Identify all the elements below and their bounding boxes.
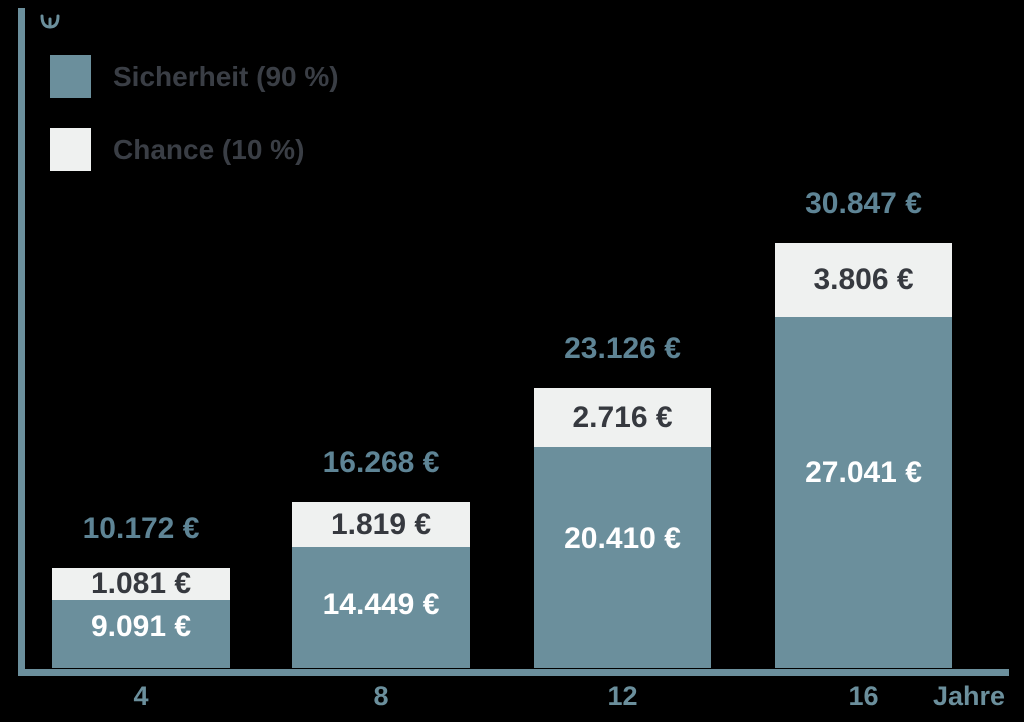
bar-segment-sicherheit: 20.410 € (534, 447, 711, 668)
chance-value-label: 1.081 € (90, 567, 192, 600)
legend-label-sicherheit: Sicherheit (90 %) (113, 60, 339, 92)
x-axis-line (18, 669, 1009, 676)
x-tick-label: 16 (848, 681, 879, 711)
chance-value-label: 3.806 € (813, 263, 914, 296)
sicherheit-value-label: 9.091 € (90, 610, 192, 643)
bar-total-label: 30.847 € (805, 187, 922, 220)
bar-segment-sicherheit: 9.091 € (52, 600, 230, 668)
sicherheit-value-label: 14.449 € (322, 588, 440, 621)
bar-segment-sicherheit: 27.041 € (775, 317, 952, 668)
bar-total-label: 10.172 € (82, 512, 200, 545)
legend-swatch-sicherheit (50, 55, 91, 98)
bar-segment-chance: 1.819 € (292, 502, 470, 547)
bar-total-label: 16.268 € (322, 446, 440, 479)
x-tick-label: 8 (373, 681, 389, 711)
legend-label-chance: Chance (10 %) (113, 133, 305, 165)
legend: Sicherheit (90 %) Chance (10 %) (50, 55, 339, 201)
bar-segment-chance: 3.806 € (775, 243, 952, 317)
bar-total-label: 23.126 € (564, 332, 681, 365)
sicherheit-value-label: 20.410 € (564, 522, 681, 555)
bar-segment-sicherheit: 14.449 € (292, 547, 470, 668)
x-tick-label: 4 (133, 681, 149, 711)
legend-swatch-chance (50, 128, 91, 171)
bar-segment-chance: 1.081 € (52, 567, 230, 600)
sicherheit-value-label: 27.041 € (805, 456, 922, 489)
legend-item-sicherheit: Sicherheit (90 %) (50, 55, 339, 98)
y-axis-line (18, 8, 25, 676)
legend-item-chance: Chance (10 %) (50, 128, 339, 171)
x-tick-label: 12 (607, 681, 638, 711)
chance-value-label: 2.716 € (572, 400, 673, 434)
x-axis-unit-label: Jahre (932, 681, 1005, 711)
chance-value-label: 1.819 € (330, 507, 432, 541)
bar-segment-chance: 2.716 € (534, 388, 711, 447)
trident-crown-icon (40, 14, 60, 29)
